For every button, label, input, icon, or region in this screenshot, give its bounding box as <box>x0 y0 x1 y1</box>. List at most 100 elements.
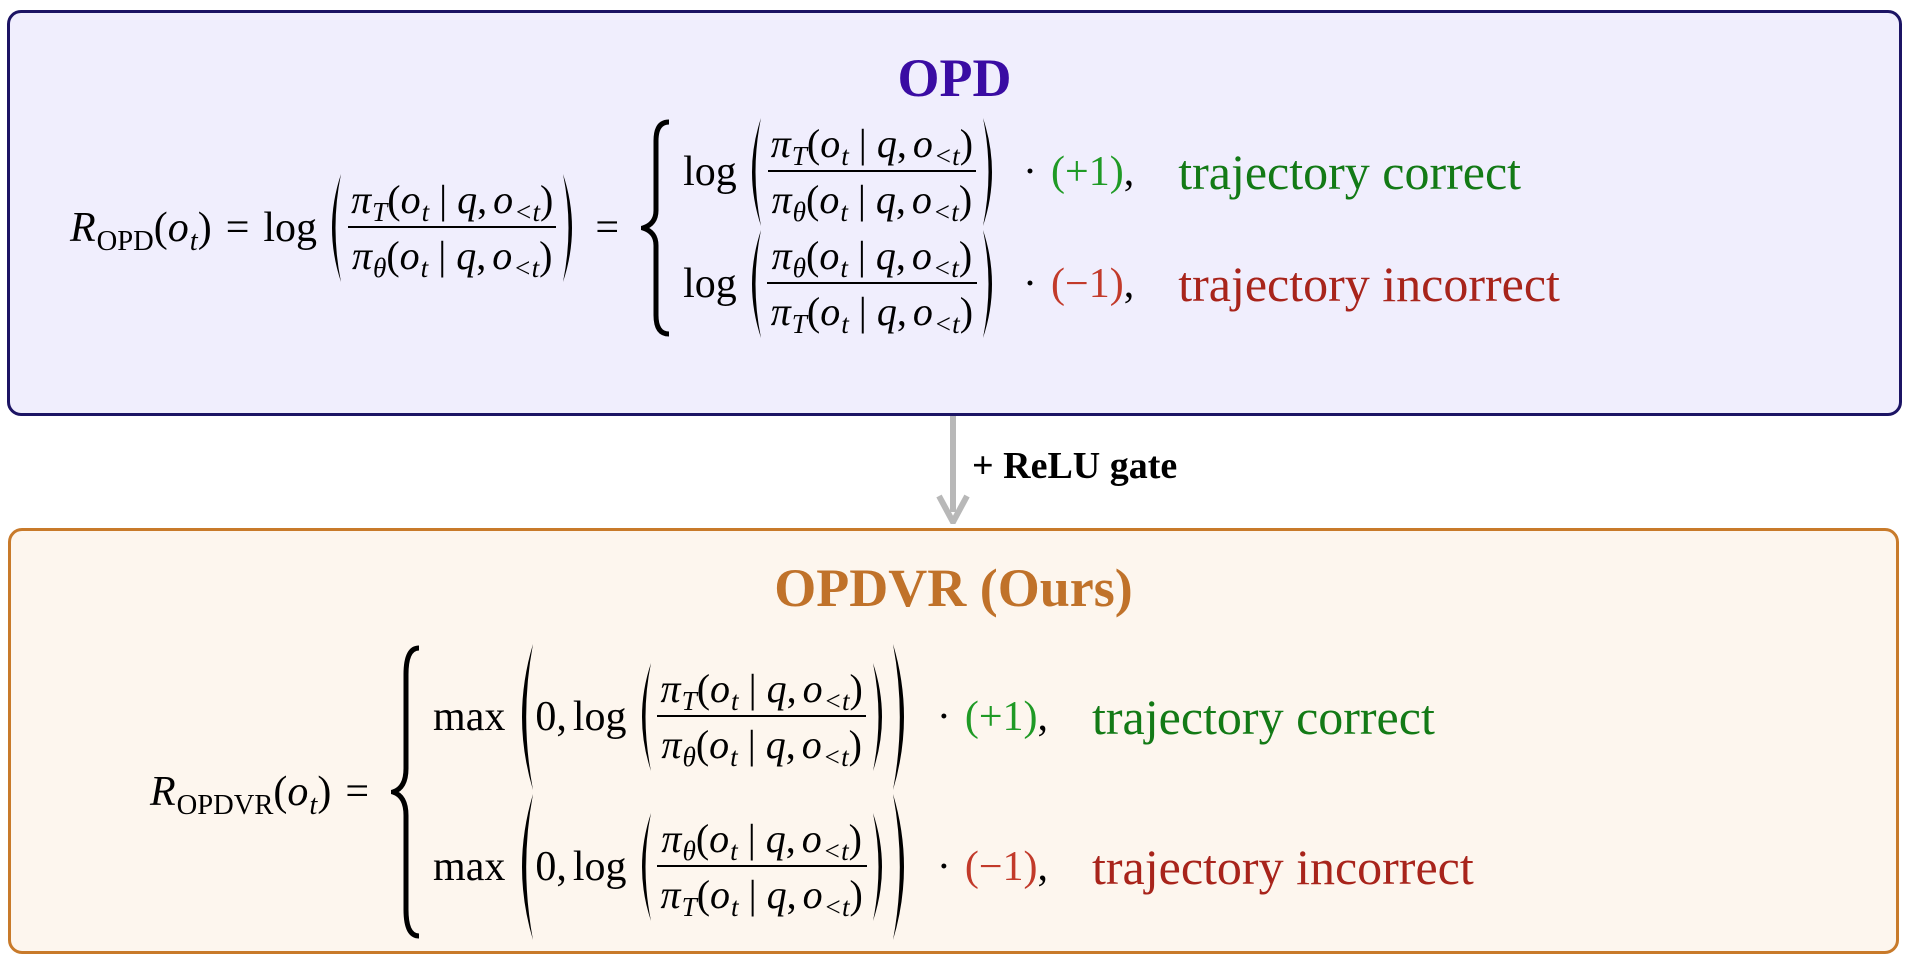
query: q <box>876 121 897 166</box>
parenthesized: π T(o t | q, o <t) π θ(o t | q, o <t) <box>323 172 581 284</box>
prefix: o <t <box>803 871 850 922</box>
denominator: π θ(o t | q, o <t) <box>347 226 557 283</box>
right-paren <box>872 813 882 921</box>
parenthesized: π θ(o t | q, o <t) π T(o t | q, o <t) <box>633 811 891 923</box>
close-paren: ) <box>317 769 332 815</box>
given-bar: | <box>858 289 867 334</box>
policy-sub: T <box>791 309 807 340</box>
fraction: π T(o t | q, o <t) π θ(o t | q, o <t) <box>347 176 557 283</box>
times: · <box>936 694 951 740</box>
max-term: max 0, log π θ(o t | q, o <t) π T(o t | q, o <t) <box>433 792 915 942</box>
opdvr-panel: OPDVR (Ours) <box>8 528 1899 954</box>
policy-base: π <box>770 121 791 166</box>
token-sub: t <box>840 197 848 228</box>
fraction: π T(o t | q, o <t) π θ(o t | q, o <t) <box>767 120 977 227</box>
prefix-base: o <box>802 666 823 711</box>
token-base: o <box>399 233 420 278</box>
case-expression: max 0, log π θ(o t | q, o <t) π T(o t | q, o <t) <box>433 792 915 942</box>
log: log <box>263 205 318 251</box>
reward-sub: OPDVR <box>176 789 274 821</box>
token-sub: t <box>189 225 198 257</box>
equals: = <box>345 769 370 815</box>
case-brace <box>391 645 420 939</box>
policy-expression: π θ(o t | q, o <t) <box>772 232 973 283</box>
numerator: π T(o t | q, o <t) <box>347 176 557 227</box>
numerator: π T(o t | q, o <t) <box>657 665 867 717</box>
denominator: π θ(o t | q, o <t) <box>767 170 977 227</box>
prefix-base: o <box>911 233 932 278</box>
token-base: o <box>820 289 841 334</box>
comma: , <box>895 233 906 278</box>
parenthesized: π T(o t | q, o <t) π θ(o t | q, o <t) <box>633 661 891 773</box>
token-base: o <box>400 177 421 222</box>
sign: (−1) <box>1051 261 1124 307</box>
token-base: o <box>710 872 731 917</box>
log-term: log π T(o t | q, o <t) π θ(o t | q, o <t) <box>683 116 1001 228</box>
prefix-sub: <t <box>933 141 960 172</box>
equals: = <box>225 205 250 251</box>
policy-sub: θ <box>372 253 387 284</box>
token-base: o <box>819 177 840 222</box>
denominator: π T(o t | q, o <t) <box>656 865 867 922</box>
case-label-cell: trajectory incorrect <box>1134 255 1560 313</box>
comma: , <box>556 844 567 890</box>
log: log <box>683 149 737 195</box>
prefix: o <t <box>802 721 849 772</box>
case-label: trajectory incorrect <box>1178 256 1560 312</box>
given-bar: | <box>438 233 447 278</box>
policy-expression: π θ(o t | q, o <t) <box>661 815 862 866</box>
close-paren: ) <box>958 177 973 222</box>
left-paren <box>641 663 651 771</box>
given-bar: | <box>747 722 756 767</box>
prefix: o <t <box>802 665 850 716</box>
case-sign: · (+1), <box>1009 148 1134 196</box>
case-label: trajectory incorrect <box>1092 839 1474 895</box>
policy-expression: π T(o t | q, o <t) <box>661 871 863 922</box>
right-paren <box>983 230 993 338</box>
opdvr-title: OPDVR (Ours) <box>774 558 1133 618</box>
policy-expression: π θ(o t | q, o <t) <box>352 232 553 283</box>
prefix: o <t <box>911 232 959 283</box>
query: q <box>875 233 896 278</box>
right-paren <box>983 118 993 226</box>
open-paren: ( <box>153 205 168 251</box>
policy-base: π <box>661 722 682 767</box>
prefix-base: o <box>912 121 933 166</box>
prefix-sub: <t <box>932 197 959 228</box>
prefix-base: o <box>911 177 932 222</box>
opd-title: OPD <box>897 48 1012 108</box>
close-paren: ) <box>848 816 862 861</box>
opd-formula: R OPD(o t) = log π T(o t | q, o <t) π θ(o t | q, o <t) = log… <box>70 116 1560 340</box>
query: q <box>457 177 478 222</box>
case-sign: · (−1), <box>1009 260 1134 308</box>
comma: , <box>477 177 488 222</box>
policy-sub: T <box>681 686 697 717</box>
comma: , <box>1037 844 1049 890</box>
policy-base: π <box>660 666 681 711</box>
log: log <box>572 844 627 890</box>
case-expression: log π T(o t | q, o <t) π θ(o t | q, o <t) <box>683 116 1001 228</box>
comma: , <box>1123 261 1135 307</box>
token-sub: t <box>841 141 849 172</box>
prefix: o <t <box>492 232 539 283</box>
times: · <box>1023 261 1038 307</box>
prefix: o <t <box>802 815 849 866</box>
case-label-cell: trajectory correct <box>1048 688 1474 746</box>
policy-sub: θ <box>682 742 696 773</box>
policy-base: π <box>770 289 791 334</box>
policy-sub: T <box>791 141 807 172</box>
max-args: 0, log π θ(o t | q, o <t) π T(o t | q, o <t) <box>535 811 890 923</box>
prefix-sub: <t <box>823 686 850 717</box>
open-paren: ( <box>386 233 400 278</box>
parenthesized: π θ(o t | q, o <t) π T(o t | q, o <t) <box>743 228 1001 340</box>
open-paren: ( <box>695 722 710 767</box>
left-paren <box>751 230 761 338</box>
